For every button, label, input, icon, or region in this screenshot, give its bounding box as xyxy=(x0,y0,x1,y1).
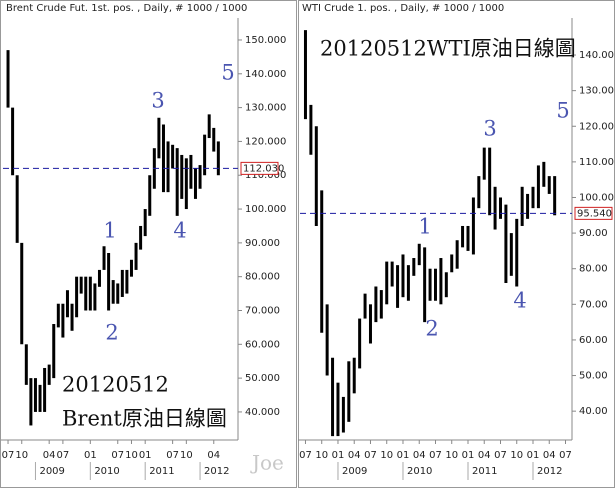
y-tick-label: 60.00 xyxy=(579,335,608,346)
x-tick-label: 04 xyxy=(348,450,361,461)
y-tick-label: 130.00 xyxy=(579,86,614,97)
y-tick-label: 100.000 xyxy=(245,204,286,215)
year-label: 2012 xyxy=(204,466,229,477)
wave-label: 1 xyxy=(103,219,116,243)
y-tick-label: 120.00 xyxy=(579,121,614,132)
x-tick-label: 01 xyxy=(332,450,345,461)
x-tick-label: 07 xyxy=(559,450,572,461)
x-tick-label: 10 xyxy=(125,450,138,461)
x-tick-label: 10 xyxy=(15,450,28,461)
y-tick-label: 110.00 xyxy=(579,157,614,168)
y-tick-label: 50.000 xyxy=(245,373,280,384)
y-tick-label: 70.00 xyxy=(579,299,608,310)
caption: Brent原油日線圖 xyxy=(62,407,227,431)
x-tick-label: 01 xyxy=(139,450,152,461)
y-tick-label: 80.00 xyxy=(579,264,608,275)
wave-label: 3 xyxy=(151,89,164,113)
year-label: 2011 xyxy=(472,466,497,477)
x-tick-label: 10 xyxy=(180,450,193,461)
last-price-box xyxy=(574,206,613,220)
y-tick-label: 40.00 xyxy=(579,406,608,417)
y-tick-label: 80.000 xyxy=(245,272,280,283)
wave-label: 4 xyxy=(513,289,526,313)
year-label: 2009 xyxy=(342,466,367,477)
x-tick-label: 07 xyxy=(429,450,442,461)
last-price-box xyxy=(240,161,279,175)
x-tick-label: 07 xyxy=(494,450,507,461)
wave-label: 2 xyxy=(105,321,118,345)
x-tick-label: 10 xyxy=(510,450,523,461)
caption: 20120512 xyxy=(62,373,169,397)
x-tick-label: 07 xyxy=(111,450,124,461)
wave-label: 5 xyxy=(221,61,234,85)
year-label: 2010 xyxy=(407,466,432,477)
wave-label: 5 xyxy=(556,99,569,123)
x-tick-label: 04 xyxy=(43,450,56,461)
x-tick-label: 10 xyxy=(380,450,393,461)
last-price-label: 112.030 xyxy=(243,163,284,174)
y-tick-label: 40.000 xyxy=(245,407,280,418)
x-tick-label: 01 xyxy=(527,450,540,461)
y-tick-label: 130.000 xyxy=(245,103,286,114)
wave-label: 3 xyxy=(483,117,496,141)
last-price-label: 95.540 xyxy=(577,208,612,219)
y-tick-label: 50.00 xyxy=(579,371,608,382)
y-tick-label: 60.000 xyxy=(245,339,280,350)
x-tick-label: 07 xyxy=(299,450,312,461)
x-tick-label: 07 xyxy=(57,450,70,461)
y-tick-label: 100.00 xyxy=(579,192,614,203)
y-tick-label: 140.000 xyxy=(245,69,286,80)
x-tick-label: 04 xyxy=(413,450,426,461)
y-tick-label: 140.00 xyxy=(579,50,614,61)
x-tick-label: 07 xyxy=(166,450,179,461)
x-tick-label: 07 xyxy=(364,450,377,461)
y-tick-label: 120.000 xyxy=(245,136,286,147)
caption: 20120512WTI原油日線圖 xyxy=(320,37,576,61)
x-tick-label: 01 xyxy=(397,450,410,461)
y-tick-label: 150.000 xyxy=(245,35,286,46)
wave-label: 2 xyxy=(425,317,438,341)
panel-frame xyxy=(0,0,297,488)
x-tick-label: 04 xyxy=(207,450,220,461)
x-tick-label: 04 xyxy=(543,450,556,461)
x-tick-label: 10 xyxy=(315,450,328,461)
x-tick-label: 01 xyxy=(462,450,475,461)
year-label: 2011 xyxy=(149,466,174,477)
y-tick-label: 90.00 xyxy=(579,228,608,239)
year-label: 2009 xyxy=(39,466,64,477)
x-tick-label: 01 xyxy=(84,450,97,461)
year-label: 2010 xyxy=(94,466,119,477)
year-label: 2012 xyxy=(537,466,562,477)
y-tick-label: 70.000 xyxy=(245,305,280,316)
y-tick-label: 90.000 xyxy=(245,238,280,249)
x-tick-label: 04 xyxy=(478,450,491,461)
x-tick-label: 07 xyxy=(2,450,15,461)
watermark: Joe xyxy=(250,451,284,475)
x-tick-label: 10 xyxy=(445,450,458,461)
y-tick-label: 110.000 xyxy=(245,170,286,181)
wave-label: 1 xyxy=(418,215,431,239)
chart-title: Brent Crude Fut. 1st. pos. , Daily, # 10… xyxy=(6,3,247,14)
chart-title: WTI Crude 1. pos. , Daily, # 1000 / 1000 xyxy=(302,3,504,14)
wave-label: 4 xyxy=(173,219,186,243)
